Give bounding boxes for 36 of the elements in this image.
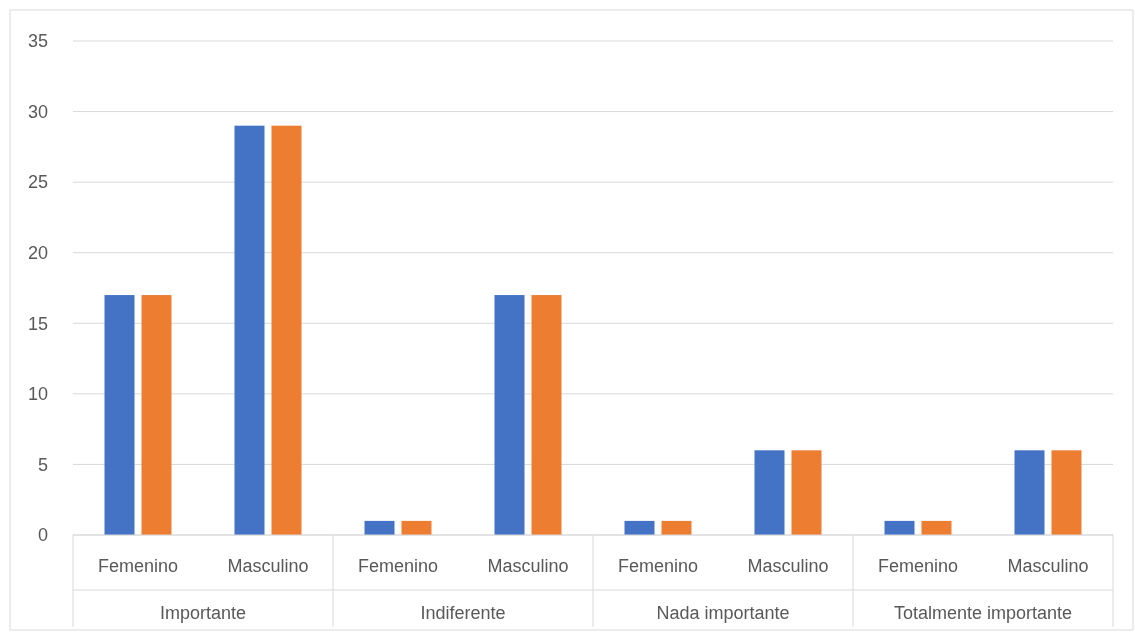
bar	[1051, 450, 1082, 535]
bar	[364, 520, 395, 535]
y-tick-label: 35	[27, 31, 48, 52]
y-tick-label: 15	[27, 313, 48, 334]
x-tick-label: Masculino	[1007, 556, 1089, 576]
x-tick-label: Masculino	[747, 556, 829, 576]
bar	[141, 295, 172, 535]
bar	[234, 125, 265, 535]
bar	[661, 520, 692, 535]
bar	[791, 450, 822, 535]
x-tick-label: Masculino	[487, 556, 569, 576]
bar	[884, 520, 915, 535]
y-tick-label: 25	[27, 172, 48, 193]
text: Nada importante	[656, 603, 790, 623]
bar	[624, 520, 655, 535]
text: Totalmente importante	[893, 603, 1073, 623]
y-tick-label: 30	[27, 101, 48, 122]
x-tick-label: Femenino	[617, 556, 699, 576]
text: Indiferente	[420, 603, 506, 623]
x-tick-label: Femenino	[357, 556, 439, 576]
bar	[271, 125, 302, 535]
bar	[1014, 450, 1045, 535]
x-tick-label: Femenino	[97, 556, 179, 576]
x-tick-label: Femenino	[877, 556, 959, 576]
bar	[104, 295, 135, 535]
y-tick-label: 10	[27, 384, 48, 405]
x-tick-label: Masculino	[227, 556, 309, 576]
bar	[921, 520, 952, 535]
bar	[754, 450, 785, 535]
bar	[401, 520, 432, 535]
y-tick-label: 5	[37, 454, 48, 475]
bar	[531, 295, 562, 535]
bar	[494, 295, 525, 535]
y-tick-label: 20	[27, 243, 48, 264]
y-tick-label: 0	[37, 525, 48, 546]
text: Importante	[159, 603, 247, 623]
